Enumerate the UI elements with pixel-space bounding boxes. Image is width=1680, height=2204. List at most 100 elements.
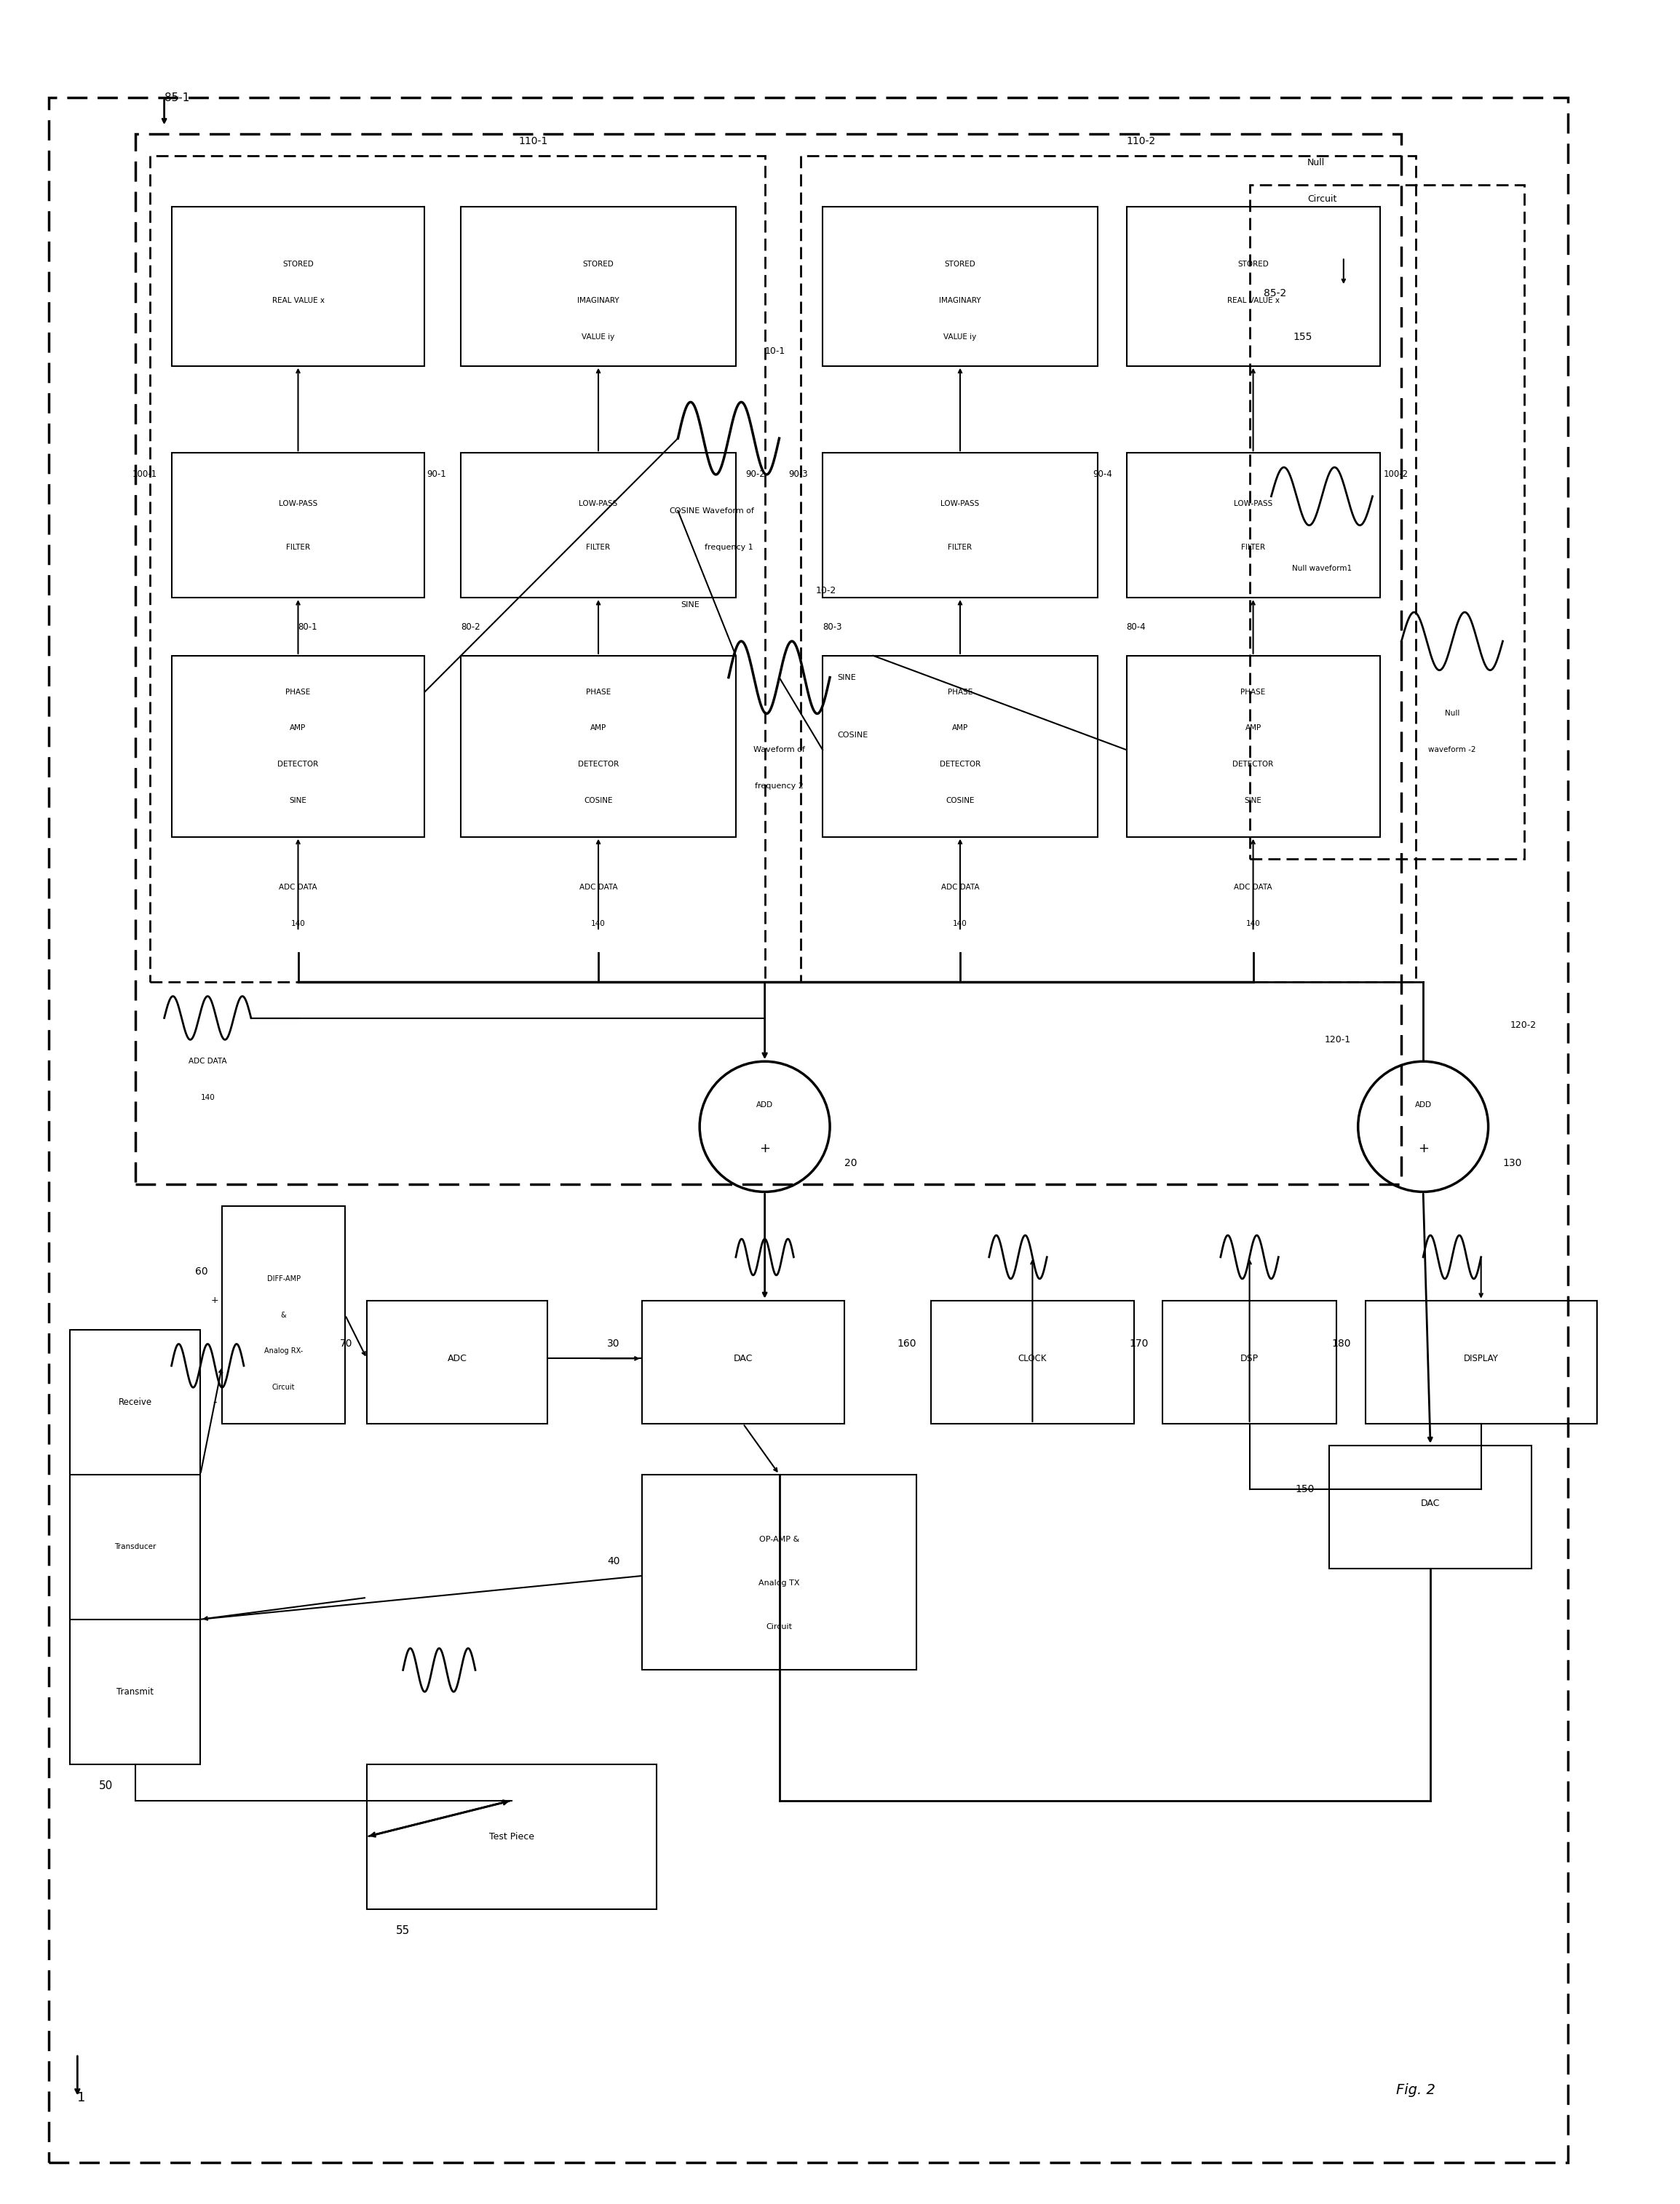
Text: ADC DATA: ADC DATA [580,884,618,890]
Text: COSINE: COSINE [669,507,699,514]
Text: 80-4: 80-4 [1127,622,1146,630]
Text: -: - [213,1397,217,1408]
Text: frequency 2: frequency 2 [754,782,803,789]
Bar [460,452,736,597]
Text: +: + [212,1296,218,1305]
Text: PHASE: PHASE [586,688,612,696]
Text: 80-2: 80-2 [460,622,480,630]
Bar [1329,1446,1532,1569]
Text: AMP: AMP [1245,725,1262,732]
Text: 140: 140 [291,919,306,928]
Text: PHASE: PHASE [1240,688,1265,696]
Text: 90-4: 90-4 [1092,469,1112,478]
Bar [222,1206,344,1424]
Text: COSINE: COSINE [837,732,869,738]
Text: +: + [759,1142,769,1155]
Text: 80-3: 80-3 [823,622,842,630]
Text: 110-2: 110-2 [1127,137,1156,145]
Text: REAL VALUE x: REAL VALUE x [272,298,324,304]
Text: ADC DATA: ADC DATA [1235,884,1272,890]
Text: 100-1: 100-1 [133,469,156,478]
Text: COSINE: COSINE [585,798,613,804]
Text: ADC: ADC [447,1353,467,1364]
Text: 90-2: 90-2 [746,469,764,478]
Bar [642,1474,917,1671]
Text: 55: 55 [396,1926,410,1937]
Text: Circuit: Circuit [766,1622,793,1631]
Text: frequency 1: frequency 1 [704,544,753,551]
Bar [71,1329,200,1763]
Text: AMP: AMP [291,725,306,732]
Text: +: + [1418,1142,1428,1155]
Text: 10-1: 10-1 [764,346,785,357]
Text: DISPLAY: DISPLAY [1463,1353,1499,1364]
Text: DAC: DAC [1421,1499,1440,1508]
Bar [460,655,736,838]
Bar [150,156,764,981]
Text: waveform -2: waveform -2 [1428,747,1477,754]
Text: 120-1: 120-1 [1324,1036,1351,1045]
Text: Waveform of: Waveform of [753,747,805,754]
Text: PHASE: PHASE [286,688,311,696]
Text: STORED: STORED [944,260,976,269]
Text: Receive: Receive [119,1397,153,1406]
Text: 155: 155 [1294,333,1312,342]
Bar [366,1300,548,1424]
Bar [171,207,425,366]
Bar [823,655,1097,838]
Text: COSINE: COSINE [946,798,974,804]
Text: 85-1: 85-1 [165,93,190,104]
Text: SINE: SINE [837,674,855,681]
Text: DAC: DAC [734,1353,753,1364]
Text: 170: 170 [1129,1338,1147,1349]
Text: DSP: DSP [1240,1353,1258,1364]
Text: 20: 20 [845,1157,857,1168]
Text: FILTER: FILTER [1242,544,1265,551]
Text: STORED: STORED [282,260,314,269]
Bar [642,1300,845,1424]
Bar [1127,655,1379,838]
Text: 120-2: 120-2 [1510,1020,1536,1029]
Text: 30: 30 [606,1338,620,1349]
Bar [366,1763,657,1909]
Text: DETECTOR: DETECTOR [1233,760,1273,767]
Text: Null: Null [1445,710,1460,716]
Text: 40: 40 [606,1556,620,1567]
Text: LOW-PASS: LOW-PASS [580,500,618,507]
Text: 180: 180 [1332,1338,1351,1349]
Text: ADD: ADD [756,1102,773,1109]
Text: Transmit: Transmit [116,1686,155,1697]
Text: SINE: SINE [289,798,307,804]
Text: 1: 1 [77,2092,86,2105]
Text: 130: 130 [1502,1157,1522,1168]
Text: STORED: STORED [583,260,613,269]
Text: OP-AMP &: OP-AMP & [759,1536,800,1543]
Text: 150: 150 [1295,1483,1315,1494]
Text: 90-3: 90-3 [790,469,808,478]
Bar [931,1300,1134,1424]
Text: ADC DATA: ADC DATA [941,884,979,890]
Text: LOW-PASS: LOW-PASS [1233,500,1272,507]
Text: ADD: ADD [1415,1102,1431,1109]
Text: FILTER: FILTER [286,544,311,551]
Text: IMAGINARY: IMAGINARY [578,298,620,304]
Text: 110-1: 110-1 [519,137,548,145]
Text: FILTER: FILTER [586,544,610,551]
Text: &: & [281,1311,286,1318]
Text: 140: 140 [1247,919,1260,928]
Bar [801,156,1416,981]
Text: 100-2: 100-2 [1384,469,1410,478]
Text: DETECTOR: DETECTOR [939,760,981,767]
Text: 70: 70 [339,1338,353,1349]
Text: REAL VALUE x: REAL VALUE x [1226,298,1280,304]
Text: IMAGINARY: IMAGINARY [939,298,981,304]
Text: CLOCK: CLOCK [1018,1353,1047,1364]
Text: LOW-PASS: LOW-PASS [279,500,318,507]
Bar [1127,207,1379,366]
Text: 140: 140 [591,919,605,928]
Text: STORED: STORED [1238,260,1268,269]
Text: Analog TX: Analog TX [759,1580,800,1587]
Text: Null waveform1: Null waveform1 [1292,564,1352,573]
Text: 85-2: 85-2 [1263,289,1287,298]
Bar [823,452,1097,597]
